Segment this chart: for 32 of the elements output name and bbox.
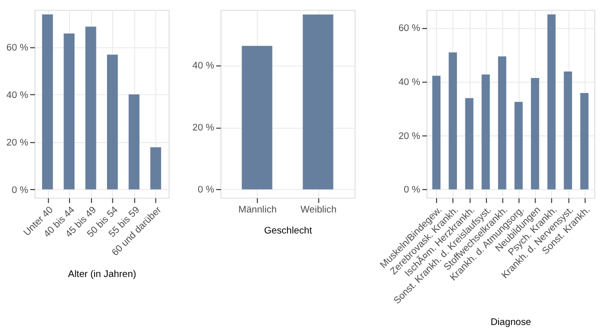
x-tick-label: Männlich [238, 204, 277, 216]
bar [42, 14, 53, 190]
y-tick-label: 40 % [192, 60, 215, 72]
y-tick-label: 60 % [398, 23, 421, 34]
y-tick-label: 0 % [404, 184, 421, 196]
bar [564, 71, 572, 190]
bar [107, 54, 118, 190]
y-tick-label: 40 % [398, 77, 421, 88]
y-tick-label: 40 % [6, 90, 29, 102]
bar [465, 98, 474, 190]
bar [530, 78, 540, 190]
bar [547, 14, 556, 190]
bar [514, 102, 523, 190]
x-tick-label: Weiblich [300, 204, 337, 216]
bar [128, 94, 140, 190]
bar [150, 147, 162, 190]
y-tick-label: 0 % [198, 184, 215, 196]
bar [482, 74, 490, 190]
x-axis-title: Diagnose [490, 317, 532, 328]
bar [85, 26, 96, 190]
y-tick-label: 20 % [6, 137, 29, 148]
bar [448, 52, 457, 190]
y-tick-label: 20 % [192, 122, 215, 134]
y-tick-label: 0 % [12, 184, 29, 196]
bar [498, 56, 506, 190]
y-tick-label: 20 % [398, 130, 421, 142]
x-axis-title: Geschlecht [264, 226, 312, 237]
x-axis-title: Alter (in Jahren) [68, 268, 136, 280]
bar [580, 93, 588, 190]
y-tick-label: 60 % [6, 42, 29, 54]
bar [432, 76, 440, 190]
bar [64, 34, 75, 190]
